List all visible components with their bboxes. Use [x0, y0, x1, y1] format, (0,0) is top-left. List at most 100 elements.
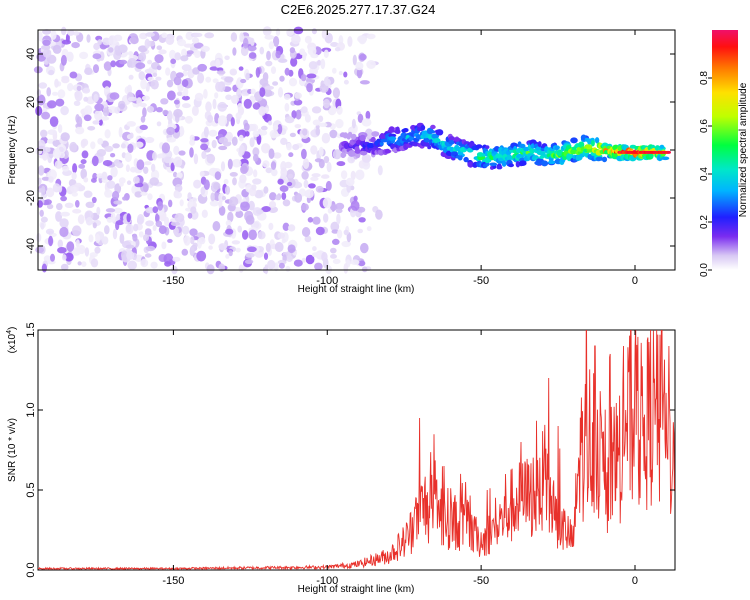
noise-cell: [351, 118, 356, 129]
ridge-cell: [661, 156, 670, 161]
noise-cell: [308, 61, 318, 70]
ridge-cell: [570, 149, 577, 155]
noise-cell: [78, 163, 86, 169]
noise-cell: [282, 199, 291, 207]
noise-cell: [110, 60, 117, 68]
noise-cell: [76, 85, 82, 92]
ridge-cell: [612, 153, 619, 157]
noise-cell: [345, 177, 355, 187]
noise-cell: [315, 127, 321, 136]
noise-cell: [215, 81, 223, 92]
ridge-cell: [548, 160, 556, 165]
noise-cell: [353, 195, 358, 202]
noise-cell: [96, 206, 101, 216]
noise-cell: [189, 147, 194, 158]
noise-cell: [140, 191, 148, 196]
noise-cell: [155, 107, 163, 113]
noise-cell: [359, 80, 370, 85]
noise-cell: [187, 192, 192, 200]
noise-cell: [173, 76, 182, 86]
noise-cell: [126, 250, 135, 260]
noise-cell: [42, 48, 52, 58]
noise-cell: [156, 45, 163, 50]
noise-cell: [231, 158, 242, 168]
y-tick-label: -40: [25, 238, 37, 254]
colorbar: 0.0 0.2 0.4 0.6 0.8 Normalized spectral ampl…: [699, 30, 749, 277]
ridge-core-cell: [666, 150, 671, 154]
noise-cell: [150, 261, 158, 269]
noise-cell: [104, 225, 110, 235]
noise-cell: [147, 193, 153, 201]
noise-cell: [218, 137, 228, 144]
noise-cell: [40, 222, 45, 230]
noise-cell: [79, 51, 89, 60]
noise-cell: [113, 34, 123, 42]
noise-cell: [67, 29, 75, 36]
heatmap-cells: [33, 26, 671, 275]
noise-cell: [301, 148, 307, 160]
noise-cell: [268, 148, 275, 159]
noise-cell: [332, 258, 341, 265]
noise-cell: [140, 115, 146, 123]
noise-cell: [90, 258, 99, 268]
noise-cell: [213, 182, 221, 190]
noise-cell: [193, 153, 199, 165]
noise-cell: [317, 59, 322, 66]
noise-cell: [136, 97, 143, 107]
noise-cell: [46, 87, 51, 97]
noise-cell: [319, 83, 329, 93]
noise-cell: [244, 259, 254, 265]
ridge-cell: [388, 133, 397, 138]
noise-cell: [110, 153, 116, 158]
noise-cell: [192, 242, 198, 248]
ridge-cell: [519, 143, 526, 149]
ridge-cell: [501, 160, 507, 167]
noise-cell: [85, 216, 93, 226]
noise-cell: [71, 225, 82, 237]
ridge-cell: [448, 136, 456, 142]
noise-cell: [231, 136, 238, 146]
noise-cell: [72, 31, 80, 36]
noise-cell: [48, 69, 55, 76]
noise-cell: [35, 105, 43, 116]
noise-cell: [120, 143, 126, 149]
noise-cell: [77, 214, 85, 225]
noise-cell: [300, 203, 309, 211]
noise-cell: [291, 34, 301, 45]
noise-cell: [293, 259, 303, 267]
noise-cell: [39, 209, 44, 217]
noise-cell: [165, 67, 171, 76]
noise-cell: [182, 225, 190, 235]
noise-cell: [303, 179, 309, 189]
noise-cell: [293, 99, 303, 106]
noise-cell: [67, 83, 74, 92]
noise-cell: [357, 35, 368, 43]
noise-cell: [145, 32, 155, 37]
noise-cell: [375, 209, 383, 220]
ridge-cell: [475, 144, 483, 149]
noise-cell: [144, 136, 155, 144]
noise-cell: [128, 74, 134, 80]
noise-cell: [306, 83, 313, 93]
noise-cell: [277, 232, 286, 239]
noise-cell: [165, 35, 175, 45]
noise-cell: [257, 231, 266, 240]
noise-cell: [273, 152, 282, 159]
ridge-cell: [578, 141, 585, 148]
x-tick-label: 0: [632, 575, 638, 587]
noise-cell: [310, 176, 319, 181]
noise-cell: [361, 118, 372, 127]
noise-cell: [224, 185, 231, 195]
ridge-cell: [380, 138, 389, 143]
noise-cell: [336, 213, 341, 225]
noise-cell: [224, 76, 234, 83]
noise-cell: [248, 200, 255, 211]
noise-cell: [112, 190, 120, 200]
noise-cell: [54, 78, 59, 88]
noise-cell: [174, 184, 183, 193]
noise-cell: [228, 250, 233, 257]
noise-cell: [112, 143, 120, 149]
noise-cell: [237, 225, 242, 233]
noise-cell: [284, 102, 290, 112]
ridge-cell: [435, 129, 444, 136]
